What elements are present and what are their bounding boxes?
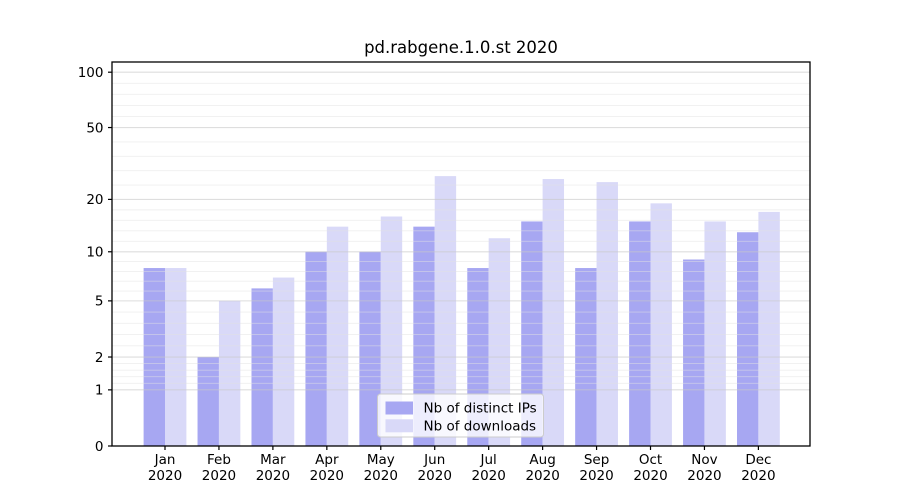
y-axis: 0 1 2 5 10 20 50 100 bbox=[78, 65, 112, 455]
plot-border bbox=[111, 61, 811, 447]
bar-downloads-mar bbox=[272, 277, 295, 446]
x-tick-label-month-nov: Nov bbox=[691, 452, 717, 468]
x-tick-label-year-oct: 2020 bbox=[633, 468, 667, 484]
bar-downloads-nov bbox=[704, 221, 726, 446]
y-tick-label-2: 2 bbox=[95, 350, 104, 366]
x-tick-label-year-sep: 2020 bbox=[579, 468, 613, 484]
y-tick-label-20: 20 bbox=[86, 192, 103, 208]
x-tick-label-year-mar: 2020 bbox=[256, 468, 290, 484]
bar-distinct-ips-oct bbox=[629, 221, 651, 446]
y-tick-label-10: 10 bbox=[86, 245, 103, 261]
legend-label-distinct-ips: Nb of distinct IPs bbox=[424, 401, 537, 417]
legend-label-downloads: Nb of downloads bbox=[424, 418, 537, 434]
y-tick-label-5: 5 bbox=[95, 294, 104, 310]
chart-title: pd.rabgene.1.0.st 2020 bbox=[364, 38, 558, 57]
x-tick-label-year-nov: 2020 bbox=[687, 468, 721, 484]
x-tick-label-year-apr: 2020 bbox=[310, 468, 344, 484]
bar-downloads-jun bbox=[434, 176, 457, 446]
x-tick-label-month-aug: Aug bbox=[529, 452, 555, 468]
bar-downloads-sep bbox=[596, 182, 618, 446]
legend-box bbox=[377, 393, 544, 438]
x-axis: Jan2020Feb2020Mar2020Apr2020May2020Jun20… bbox=[148, 446, 776, 484]
y-tick-label-50: 50 bbox=[86, 120, 103, 136]
x-tick-label-month-apr: Apr bbox=[315, 452, 339, 468]
bar-downloads-dec bbox=[758, 211, 780, 446]
bar-distinct-ips-nov bbox=[683, 259, 705, 446]
gridlines bbox=[112, 71, 810, 391]
x-tick-label-year-may: 2020 bbox=[364, 468, 398, 484]
bar-distinct-ips-feb bbox=[197, 357, 219, 446]
bar-downloads-oct bbox=[650, 203, 672, 446]
bar-distinct-ips-dec bbox=[737, 232, 759, 446]
bar-distinct-ips-mar bbox=[251, 288, 273, 446]
x-tick-label-month-jul: Jul bbox=[480, 452, 497, 468]
x-tick-label-month-feb: Feb bbox=[207, 452, 231, 468]
x-tick-label-year-jul: 2020 bbox=[471, 468, 505, 484]
x-tick-label-month-oct: Oct bbox=[639, 452, 662, 468]
legend-swatch-downloads bbox=[385, 419, 413, 433]
x-tick-label-year-feb: 2020 bbox=[202, 468, 236, 484]
bar-downloads-feb bbox=[218, 300, 241, 446]
y-tick-label-100: 100 bbox=[78, 65, 104, 81]
x-tick-label-month-jun: Jun bbox=[423, 452, 445, 468]
x-tick-label-month-mar: Mar bbox=[260, 452, 286, 468]
x-tick-label-year-dec: 2020 bbox=[741, 468, 775, 484]
x-tick-label-month-may: May bbox=[367, 452, 395, 468]
x-tick-label-month-jan: Jan bbox=[154, 452, 176, 468]
bar-downloads-may bbox=[380, 216, 403, 446]
x-tick-label-year-aug: 2020 bbox=[525, 468, 559, 484]
y-tick-label-0: 0 bbox=[95, 439, 104, 455]
legend-swatch-distinct-ips bbox=[385, 401, 413, 415]
x-tick-label-year-jun: 2020 bbox=[418, 468, 452, 484]
y-tick-label-1: 1 bbox=[95, 383, 104, 399]
x-tick-label-month-sep: Sep bbox=[584, 452, 609, 468]
x-tick-label-year-jan: 2020 bbox=[148, 468, 182, 484]
x-tick-label-month-dec: Dec bbox=[745, 452, 771, 468]
bar-downloads-apr bbox=[326, 226, 349, 446]
